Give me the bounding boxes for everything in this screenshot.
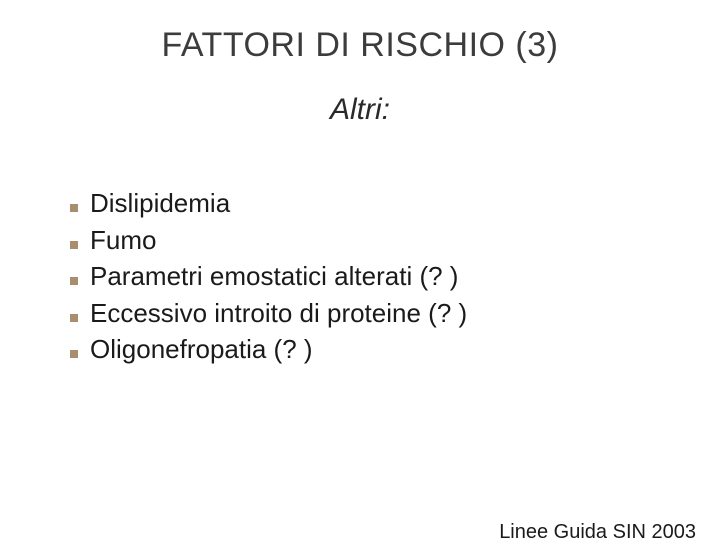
list-item-text: Dislipidemia — [90, 187, 230, 220]
list-item-text: Parametri emostatici alterati (? ) — [90, 260, 458, 293]
bullet-icon — [70, 204, 78, 212]
list-item-text: Eccessivo introito di proteine (? ) — [90, 297, 467, 330]
bullet-icon — [70, 241, 78, 249]
slide-subtitle: Altri: — [0, 93, 720, 127]
list-item-text: Oligonefropatia (? ) — [90, 333, 313, 366]
list-item-text: Fumo — [90, 224, 156, 257]
list-item: Eccessivo introito di proteine (? ) — [70, 297, 720, 330]
list-item: Fumo — [70, 224, 720, 257]
bullet-list: Dislipidemia Fumo Parametri emostatici a… — [70, 187, 720, 366]
list-item: Oligonefropatia (? ) — [70, 333, 720, 366]
footer-citation: Linee Guida SIN 2003 — [499, 521, 696, 540]
list-item: Parametri emostatici alterati (? ) — [70, 260, 720, 293]
slide-title: FATTORI DI RISCHIO (3) — [0, 26, 720, 65]
slide: FATTORI DI RISCHIO (3) Altri: Dislipidem… — [0, 26, 720, 540]
bullet-icon — [70, 314, 78, 322]
bullet-icon — [70, 350, 78, 358]
list-item: Dislipidemia — [70, 187, 720, 220]
bullet-icon — [70, 277, 78, 285]
